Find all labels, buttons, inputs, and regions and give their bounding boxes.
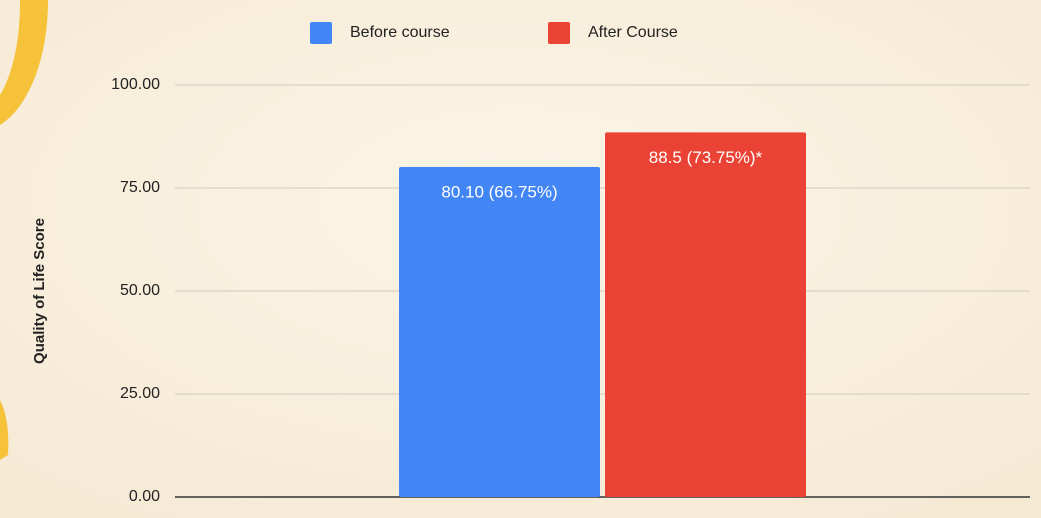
y-axis-label: Quality of Life Score bbox=[31, 218, 48, 364]
value-label: 80.10 (66.75%) bbox=[441, 182, 557, 201]
bar bbox=[399, 166, 600, 497]
legend-swatch bbox=[310, 22, 332, 44]
legend-label: Before course bbox=[350, 24, 450, 41]
y-tick-label: 25.00 bbox=[120, 385, 160, 402]
legend-swatch bbox=[548, 22, 570, 44]
y-tick-label: 75.00 bbox=[120, 179, 160, 196]
legend-label: After Course bbox=[588, 24, 678, 41]
decoration bbox=[0, 0, 49, 125]
y-tick-label: 100.00 bbox=[111, 76, 160, 93]
y-tick-label: 50.00 bbox=[120, 282, 160, 299]
bar bbox=[605, 132, 806, 497]
y-tick-label: 0.00 bbox=[129, 488, 160, 505]
decoration bbox=[0, 400, 9, 460]
value-label: 88.5 (73.75%)* bbox=[649, 148, 763, 167]
